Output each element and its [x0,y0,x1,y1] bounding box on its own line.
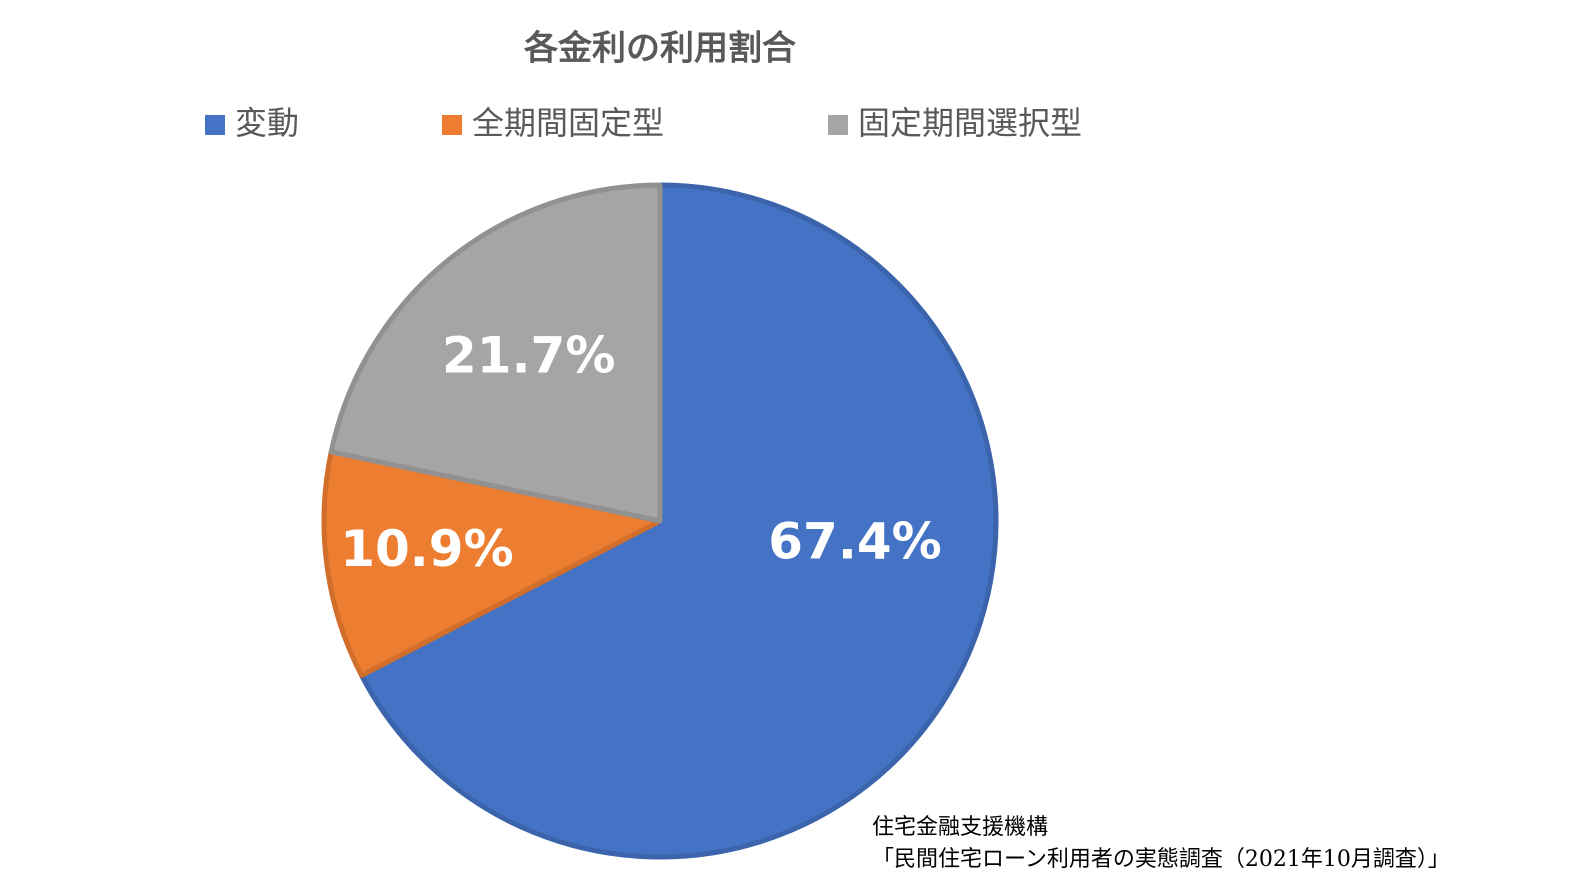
legend-swatch [205,115,225,135]
data-label: 67.4% [768,513,941,571]
pie-slice [359,182,999,860]
annotation: 住宅金融支援機構 [872,815,1048,840]
annotation: 「民間住宅ローン利用者の実態調査（2021年10月調査）」 [872,847,1450,872]
legend-label: 全期間固定型 [472,104,664,142]
chart-title: 各金利の利用割合 [524,29,796,69]
legend-swatch [828,115,848,135]
pie-slice [321,449,663,678]
data-label: 10.9% [340,520,513,578]
legend-label: 変動 [235,104,299,142]
legend-label: 固定期間選択型 [858,104,1082,142]
data-label: 21.7% [442,327,615,385]
pie-slice [328,182,663,524]
legend-swatch [442,115,462,135]
